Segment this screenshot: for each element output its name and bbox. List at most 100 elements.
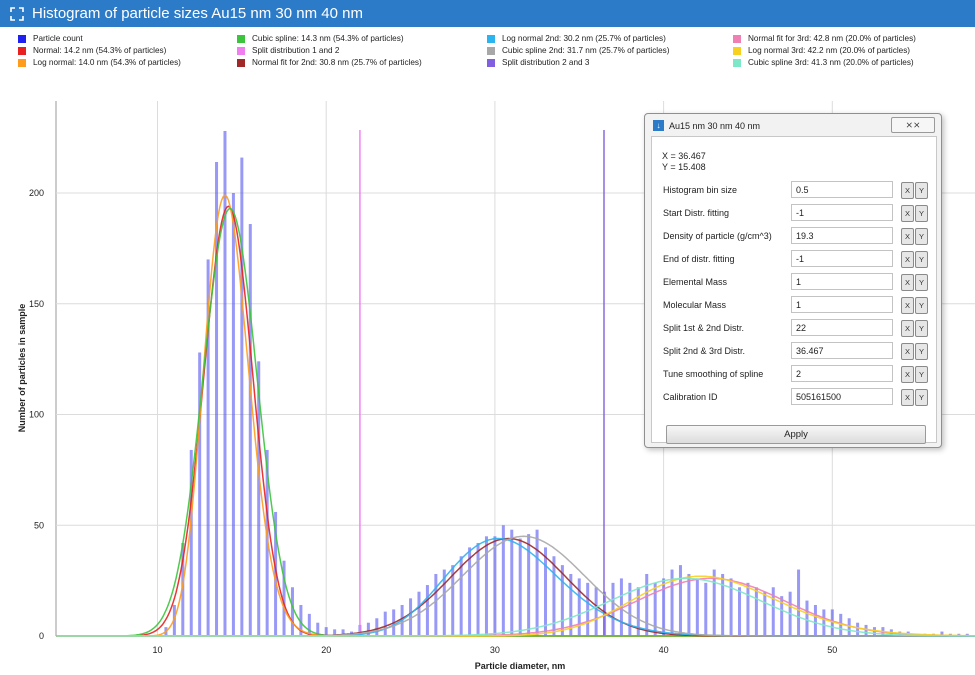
parameter-input[interactable] [791, 227, 893, 244]
legend-swatch [487, 34, 495, 43]
fit-curve [56, 577, 975, 637]
app-icon: ↓ [653, 120, 664, 131]
histogram-bar [586, 582, 590, 636]
parameter-input[interactable] [791, 365, 893, 382]
histogram-bar [425, 585, 429, 636]
parameter-label: Split 2nd & 3rd Distr. [663, 346, 746, 356]
legend-swatch [237, 34, 245, 43]
legend-label: Log normal 2nd: 30.2 nm (25.7% of partic… [502, 34, 666, 43]
parameter-row: Split 2nd & 3rd Distr. XY [652, 340, 936, 362]
legend-swatch [18, 58, 26, 67]
parameter-label: Tune smoothing of spline [663, 369, 764, 379]
histogram-bar [383, 611, 387, 636]
histogram-bar [636, 587, 640, 636]
set-from-x-button[interactable]: X [901, 251, 914, 268]
histogram-bar [839, 613, 843, 636]
histogram-bar [822, 609, 826, 636]
parameter-input[interactable] [791, 204, 893, 221]
legend-swatch [733, 46, 741, 55]
dialog-title: Au15 nm 30 nm 40 nm [669, 121, 761, 131]
x-axis-title: Particle diameter, nm [475, 661, 566, 671]
set-from-y-button[interactable]: Y [915, 366, 928, 383]
parameter-input[interactable] [791, 250, 893, 267]
parameter-row: Split 1st & 2nd Distr. XY [652, 317, 936, 339]
apply-button[interactable]: Apply [666, 425, 926, 444]
set-from-y-button[interactable]: Y [915, 343, 928, 360]
histogram-bar [518, 538, 522, 636]
histogram-bar [248, 224, 252, 636]
set-from-y-button[interactable]: Y [915, 320, 928, 337]
set-from-y-button[interactable]: Y [915, 297, 928, 314]
set-from-x-button[interactable]: X [901, 366, 914, 383]
set-from-y-button[interactable]: Y [915, 205, 928, 222]
legend-label: Normal: 14.2 nm (54.3% of particles) [33, 46, 167, 55]
legend-item: Log normal 2nd: 30.2 nm (25.7% of partic… [487, 34, 666, 43]
histogram-bar [434, 573, 438, 636]
parameter-label: Molecular Mass [663, 300, 727, 310]
parameter-input[interactable] [791, 342, 893, 359]
set-from-x-button[interactable]: X [901, 389, 914, 406]
set-from-x-button[interactable]: X [901, 297, 914, 314]
legend-label: Log normal 3rd: 42.2 nm (20.0% of partic… [748, 46, 911, 55]
x-tick-label: 30 [490, 645, 500, 655]
histogram-bar [366, 622, 370, 636]
histogram-bar [535, 529, 539, 636]
parameter-label: Split 1st & 2nd Distr. [663, 323, 745, 333]
parameter-label: Calibration ID [663, 392, 718, 402]
histogram-bar [754, 587, 758, 636]
histogram-bar [257, 361, 261, 636]
set-from-y-button[interactable]: Y [915, 389, 928, 406]
close-button[interactable]: ⨯⨯ [891, 117, 935, 133]
legend-swatch [18, 34, 26, 43]
window-title: Histogram of particle sizes Au15 nm 30 n… [32, 5, 363, 22]
parameter-input[interactable] [791, 273, 893, 290]
set-from-y-button[interactable]: Y [915, 251, 928, 268]
histogram-bar [493, 536, 497, 636]
set-from-x-button[interactable]: X [901, 274, 914, 291]
legend-label: Split distribution 1 and 2 [252, 46, 340, 55]
histogram-bar [324, 627, 328, 636]
set-from-x-button[interactable]: X [901, 228, 914, 245]
expand-icon[interactable] [10, 7, 24, 21]
legend-item: Cubic spline 3rd: 41.3 nm (20.0% of part… [733, 58, 914, 67]
histogram-bar [375, 618, 379, 636]
legend-label: Split distribution 2 and 3 [502, 58, 590, 67]
set-from-x-button[interactable]: X [901, 343, 914, 360]
dialog-header: ↓ Au15 nm 30 nm 40 nm ⨯⨯ [645, 114, 941, 136]
histogram-bar [780, 596, 784, 636]
histogram-bar [704, 582, 708, 636]
set-from-y-button[interactable]: Y [915, 228, 928, 245]
histogram-bar [721, 573, 725, 636]
parameter-label: Histogram bin size [663, 185, 738, 195]
fit-parameters-dialog: ↓ Au15 nm 30 nm 40 nm ⨯⨯ X = 36.467 Y = … [644, 113, 942, 448]
histogram-bar [484, 536, 488, 636]
histogram-bar [223, 130, 227, 637]
legend-item: Cubic spline 2nd: 31.7 nm (25.7% of part… [487, 46, 669, 55]
set-from-x-button[interactable]: X [901, 205, 914, 222]
chart-legend: Particle count Normal: 14.2 nm (54.3% of … [0, 34, 975, 94]
histogram-bar [628, 582, 632, 636]
y-tick-label: 200 [29, 188, 44, 198]
set-from-x-button[interactable]: X [901, 320, 914, 337]
set-from-y-button[interactable]: Y [915, 182, 928, 199]
histogram-bar [459, 556, 463, 636]
legend-label: Particle count [33, 34, 83, 43]
histogram-bar [307, 613, 311, 636]
histogram-bar [670, 569, 674, 636]
y-tick-label: 0 [39, 631, 44, 641]
histogram-bar [805, 600, 809, 636]
histogram-bar [206, 259, 210, 636]
parameter-input[interactable] [791, 319, 893, 336]
legend-label: Cubic spline: 14.3 nm (54.3% of particle… [252, 34, 404, 43]
legend-swatch [733, 34, 741, 43]
parameter-input[interactable] [791, 388, 893, 405]
histogram-bar [594, 587, 598, 636]
parameter-input[interactable] [791, 296, 893, 313]
set-from-y-button[interactable]: Y [915, 274, 928, 291]
histogram-bar [560, 565, 564, 636]
histogram-bar [662, 578, 666, 636]
set-from-x-button[interactable]: X [901, 182, 914, 199]
legend-swatch [18, 46, 26, 55]
histogram-bar [619, 578, 623, 636]
parameter-input[interactable] [791, 181, 893, 198]
